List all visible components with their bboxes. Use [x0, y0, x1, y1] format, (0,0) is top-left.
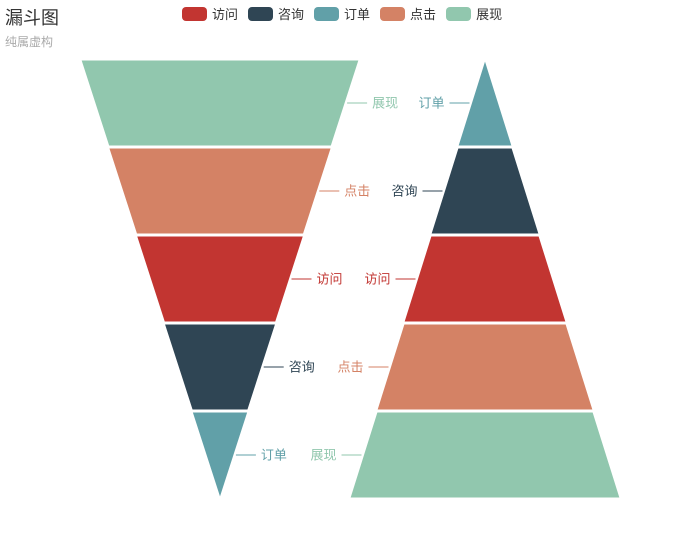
legend-item-impression[interactable]: 展现: [446, 4, 502, 23]
chart-title: 漏斗图: [5, 8, 59, 29]
legend-item-visit[interactable]: 访问: [182, 4, 238, 23]
funnel-2-label-3: 访问: [364, 273, 390, 288]
funnel-2-label-2: 咨询: [391, 185, 417, 200]
funnel-1-segment-3[interactable]: [135, 235, 305, 323]
funnel-2-segment-5[interactable]: [349, 411, 621, 499]
funnel-2-segment-2[interactable]: [430, 147, 540, 235]
legend-label-visit: 访问: [212, 8, 239, 23]
funnel-1-label-2: 点击: [344, 185, 370, 200]
funnel-1-label-3: 访问: [317, 273, 343, 288]
funnel-2-label-4: 点击: [337, 361, 363, 376]
legend: 访问 咨询 订单 点击 展现: [182, 4, 502, 23]
funnel-1-segment-2[interactable]: [108, 147, 332, 235]
legend-label-order: 订单: [344, 8, 371, 23]
legend-label-impression: 展现: [476, 8, 503, 23]
funnel-1-segment-1[interactable]: [80, 59, 360, 147]
funnel-2-segment-4[interactable]: [376, 323, 594, 411]
legend-item-consult[interactable]: 咨询: [248, 4, 304, 23]
funnel-2-segment-3[interactable]: [403, 235, 567, 323]
funnel-1-label-4: 咨询: [289, 361, 315, 376]
legend-label-click: 点击: [410, 8, 437, 23]
legend-swatch-impression: [446, 6, 472, 21]
legend-item-order[interactable]: 订单: [314, 4, 370, 23]
chart-subtitle: 纯属虚构: [5, 35, 54, 49]
funnel-1-label-1: 展现: [372, 97, 398, 112]
funnel-2-label-5: 展现: [310, 449, 336, 464]
legend-label-consult: 咨询: [278, 8, 305, 23]
funnel-1-label-5: 订单: [261, 449, 287, 464]
legend-item-click[interactable]: 点击: [380, 4, 436, 23]
legend-swatch-consult: [248, 6, 274, 21]
legend-swatch-click: [380, 6, 406, 21]
funnel-2-label-1: 订单: [418, 97, 444, 112]
funnel-1-segment-4[interactable]: [163, 323, 277, 411]
legend-swatch-order: [314, 6, 340, 21]
funnel-2-segment-1[interactable]: [457, 58, 513, 147]
legend-swatch-visit: [182, 6, 207, 21]
funnel-1-segment-5[interactable]: [191, 411, 249, 500]
